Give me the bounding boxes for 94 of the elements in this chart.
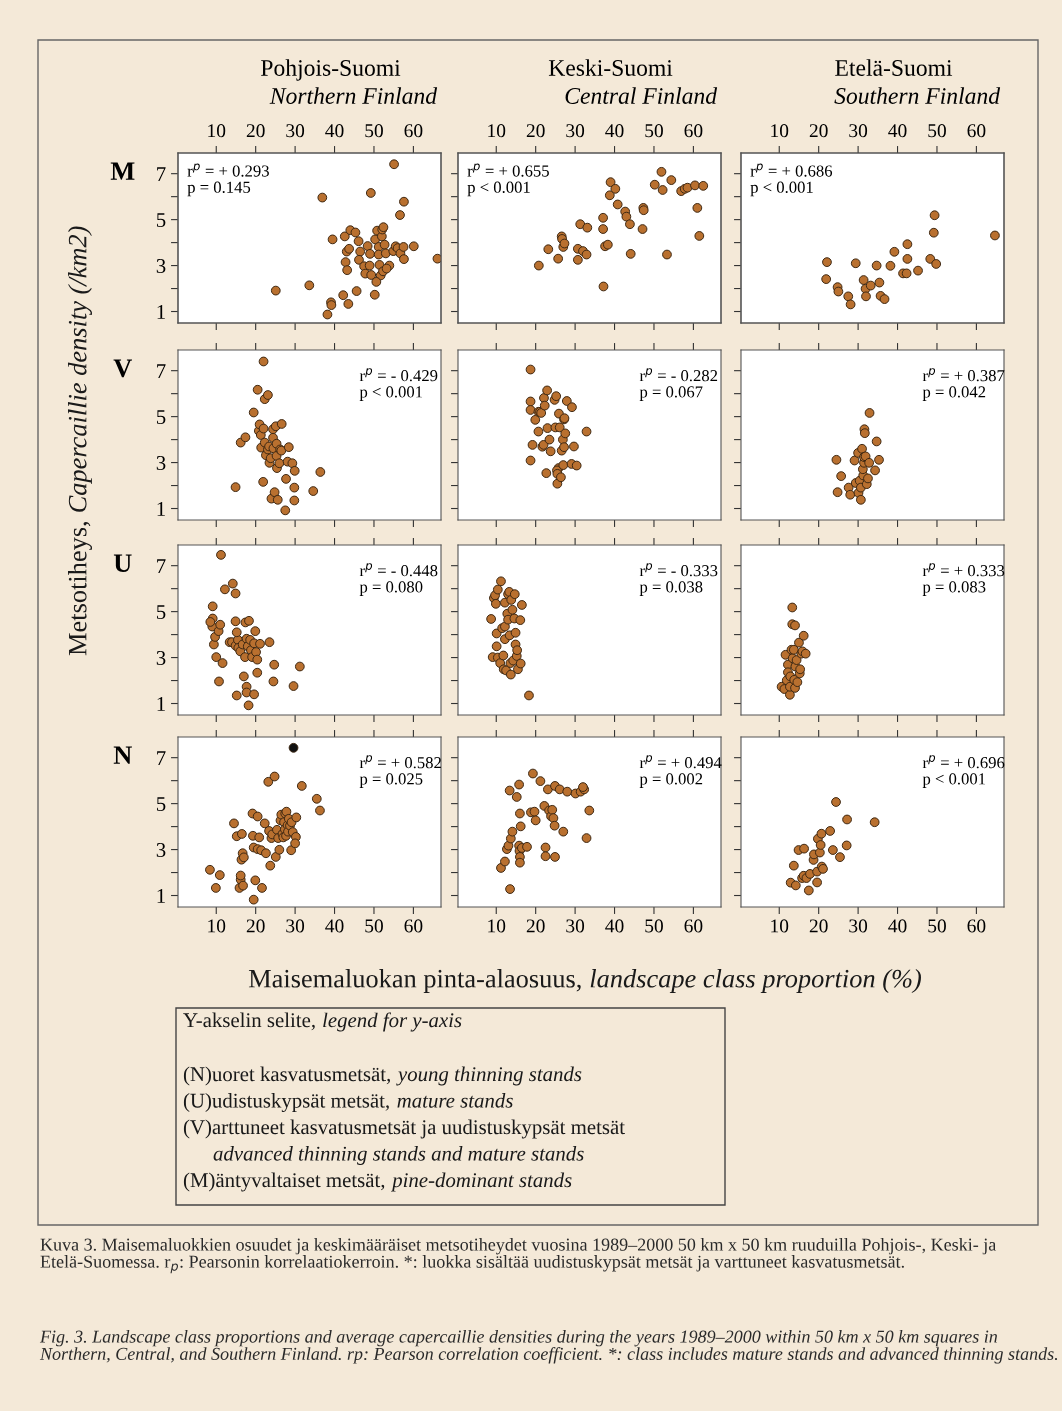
y-tick-label: 7 — [157, 559, 166, 573]
y-axis-title: V — [113, 359, 132, 378]
annotation: p < 0.001 — [922, 773, 986, 788]
x-tick-label: 30 — [566, 919, 585, 933]
x-tick-label: 50 — [928, 919, 946, 933]
annotation: p = 0.067 — [639, 386, 703, 401]
annotation: p = 0.083 — [922, 581, 986, 596]
y-tick-label: 5 — [156, 410, 166, 425]
x2-tick-label: 20 — [809, 124, 828, 138]
annotation: r$^{p}$ = - 0.448 — [359, 563, 438, 577]
annotation: p = 0.145 — [187, 181, 251, 197]
x2-tick-label: 50 — [645, 124, 663, 138]
x-tick-label: 20 — [809, 919, 828, 933]
x-tick-label: 40 — [888, 919, 907, 933]
y-tick-label: 1 — [157, 888, 165, 903]
chart-title: Pohjois-Suomi — [261, 59, 401, 81]
caption: Fig. 3. Landscape class proportions and average capercaillie densities during the years 1989–2000 within 50 km x 50 km squares in Northern, Central, and Southern Finland. rp: Pearson correlation coefficient. *: class includes mature stands and advanced thinning stands. — [39, 1330, 1058, 1364]
x2-tick-label: 40 — [325, 124, 344, 138]
chart-subtitle: Southern Finland — [834, 87, 1001, 104]
chart-title: Keski-Suomi — [548, 59, 673, 76]
x2-tick-label: 60 — [404, 124, 423, 138]
x2-tick-label: 50 — [928, 124, 946, 138]
y-axis-title: M — [110, 162, 135, 180]
x2-tick-label: 10 — [208, 124, 226, 138]
y-tick-label: 7 — [157, 167, 166, 181]
x2-tick-label: 60 — [684, 124, 703, 138]
x2-tick-label: 30 — [286, 124, 305, 138]
y-tick-label: 7 — [157, 751, 166, 765]
x-tick-label: 40 — [325, 919, 344, 933]
annotation: r$^{p}$ = + 0.655 — [467, 163, 549, 177]
x2-tick-label: 40 — [888, 124, 907, 138]
x-tick-label: 50 — [645, 919, 663, 933]
x2-tick-label: 10 — [488, 124, 506, 138]
x-tick-label: 60 — [684, 919, 703, 933]
text: (U)udistuskypsät metsät, mature stands — [183, 1093, 513, 1112]
text: Metsotiheys, Capercaillie density (/km2) — [68, 226, 92, 656]
annotation: r$^{p}$ = + 0.686 — [750, 163, 833, 177]
y-tick-label: 3 — [156, 843, 166, 857]
x2-tick-label: 40 — [605, 124, 624, 138]
y-tick-label: 5 — [156, 605, 166, 620]
annotation: p < 0.001 — [359, 386, 423, 401]
y-tick-label: 3 — [156, 259, 166, 273]
x-tick-label: 10 — [208, 919, 226, 933]
text: Maisemaluokan pinta-alaosuus, landscape class proportion (%) — [248, 969, 921, 993]
x-tick-label: 60 — [967, 919, 986, 933]
annotation: p = 0.025 — [359, 773, 423, 788]
annotation: p < 0.001 — [750, 181, 813, 197]
x2-tick-label: 60 — [967, 124, 986, 138]
annotation: r$^{p}$ = - 0.333 — [639, 563, 718, 577]
x-tick-label: 40 — [605, 919, 624, 933]
annotation: r$^{p}$ = - 0.429 — [359, 368, 438, 382]
chart-subtitle: Northern Finland — [269, 87, 438, 104]
x-tick-label: 30 — [849, 919, 868, 933]
x2-tick-label: 10 — [771, 124, 789, 138]
x-tick-label: 50 — [365, 919, 383, 933]
annotation: r$^{p}$ = + 0.293 — [187, 163, 269, 177]
x-tick-label: 10 — [488, 919, 506, 933]
annotation: r$^{p}$ = - 0.282 — [639, 368, 718, 382]
text: Kuva 3. Maisemaluokkien osuudet ja keskimääräiset metsotiheydet vuosina 1989–2000 50 km x 50 km ruuduilla Pohjois-, Keski- ja Etelä-Suomessa. r$_{p}$: Pearsonin korrelaatiokerroin. *: luokka sisältää uudistuskypsät metsät ja varttuneet kasvatusmetsät. — [40, 1238, 997, 1274]
x-tick-label: 20 — [246, 919, 265, 933]
x2-tick-label: 50 — [365, 124, 383, 138]
annotation: p = 0.002 — [639, 773, 703, 788]
y-tick-label: 5 — [156, 213, 166, 228]
y-tick-label: 7 — [157, 364, 166, 378]
x2-tick-label: 30 — [566, 124, 585, 138]
annotation: r$^{p}$ = + 0.696 — [922, 755, 1005, 769]
chart-subtitle: Central Finland — [565, 87, 718, 104]
annotation: r$^{p}$ = + 0.582 — [359, 755, 441, 769]
y-tick-label: 1 — [157, 501, 165, 516]
x-tick-label: 20 — [526, 919, 545, 933]
y-tick-label: 3 — [156, 651, 166, 665]
y-tick-label: 3 — [156, 456, 166, 470]
y-axis-title: U — [113, 554, 132, 572]
x2-tick-label: 30 — [849, 124, 868, 138]
y-tick-label: 5 — [156, 797, 166, 812]
text: Y-akselin selite, legend for y-axis — [183, 1012, 462, 1032]
y-tick-label: 1 — [157, 696, 165, 711]
y-tick-label: 1 — [157, 304, 165, 319]
annotation: r$^{p}$ = + 0.387 — [922, 368, 1005, 382]
annotation: p = 0.038 — [639, 581, 703, 596]
text: (M)äntyvaltaiset metsät, pine-dominant stands — [183, 1172, 572, 1192]
annotation: p < 0.001 — [467, 181, 530, 197]
x-tick-label: 60 — [404, 919, 423, 933]
annotation: p = 0.042 — [922, 386, 986, 401]
x2-tick-label: 20 — [246, 124, 265, 138]
y-axis-title: N — [113, 746, 132, 764]
chart-title: Etelä-Suomi — [835, 59, 953, 76]
x-tick-label: 30 — [286, 919, 305, 933]
annotation: p = 0.080 — [359, 581, 423, 596]
text: (N)uoret kasvatusmetsät, young thinning stands — [183, 1066, 582, 1086]
annotation: r$^{p}$ = + 0.494 — [639, 755, 722, 769]
x-tick-label: 10 — [771, 919, 789, 933]
annotation: r$^{p}$ = + 0.333 — [922, 563, 1005, 577]
x2-tick-label: 20 — [526, 124, 545, 138]
